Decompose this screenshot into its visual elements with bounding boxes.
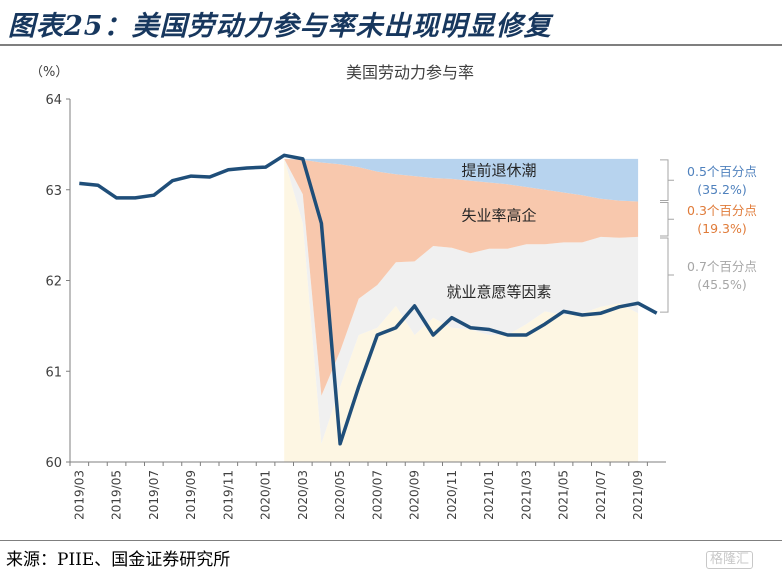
band-label: 就业意愿等因素	[447, 283, 552, 301]
x-tick-label: 2019/09	[184, 470, 198, 520]
band-label: 提前退休潮	[462, 162, 537, 180]
x-tick-label: 2019/05	[110, 470, 124, 520]
y-tick-label: 63	[45, 184, 62, 199]
band-label: 失业率高企	[462, 207, 537, 225]
x-tick-label: 2020/07	[370, 470, 384, 520]
x-tick-label: 2020/03	[296, 470, 310, 520]
x-tick-label: 2021/07	[594, 470, 608, 520]
annotation-bracket	[660, 159, 674, 202]
watermark-logo: 格隆汇	[706, 551, 754, 569]
series-line-participation-rate	[79, 153, 658, 446]
band-area-1	[284, 158, 639, 444]
chart-title: 美国劳动力参与率	[346, 63, 474, 82]
y-tick-label: 62	[45, 275, 62, 290]
annotation-bracket	[660, 202, 674, 237]
x-tick-label: 2019/11	[221, 470, 235, 520]
annotation-share: (45.5%)	[697, 277, 746, 292]
tick-labels: 60 61 62 63 64 2019/03 2019/05 2019/07 2019/09 20…	[45, 93, 648, 520]
y-tick-label: 61	[45, 365, 62, 380]
bottom-divider	[0, 540, 782, 541]
top-divider	[0, 44, 782, 46]
y-tick-label: 60	[45, 456, 62, 471]
x-tick-label: 2020/01	[259, 470, 273, 520]
figure-title: 图表25：美国劳动力参与率未出现明显修复	[8, 11, 552, 42]
x-tick-label: 2021/09	[631, 470, 645, 520]
source-note: 来源：PIIE、国金证券研究所	[6, 550, 231, 570]
area-bands	[284, 158, 639, 462]
annotation-brackets: 0.5个百分点 (35.2%) 0.3个百分点 (19.3%) 0.7个百分点 (45.5…	[660, 159, 757, 313]
x-tick-label: 2019/07	[147, 470, 161, 520]
band-base-area	[284, 158, 639, 462]
annotation-share: (19.3%)	[697, 221, 746, 236]
band-area-2	[284, 158, 639, 396]
y-axis-unit: （%）	[30, 65, 68, 80]
series-lines	[79, 153, 658, 446]
x-tick-label: 2020/11	[445, 470, 459, 520]
x-tick-label: 2020/09	[408, 470, 422, 520]
x-tick-label: 2021/01	[482, 470, 496, 520]
x-tick-label: 2019/03	[72, 470, 86, 520]
annotation-share: (35.2%)	[697, 182, 746, 197]
x-tick-label: 2020/05	[333, 470, 347, 520]
y-tick-label: 64	[45, 93, 62, 108]
annotation-value: 0.5个百分点	[687, 164, 757, 179]
annotation-value: 0.3个百分点	[687, 203, 757, 218]
annotation-bracket	[660, 237, 674, 313]
x-tick-label: 2021/03	[519, 470, 533, 520]
band-area-3	[284, 158, 639, 202]
participation-rate-chart: 60 61 62 63 64 2019/03 2019/05 2019/07 2019/09 20…	[30, 63, 757, 520]
annotation-value: 0.7个百分点	[687, 259, 757, 274]
x-tick-label: 2021/05	[557, 470, 571, 520]
